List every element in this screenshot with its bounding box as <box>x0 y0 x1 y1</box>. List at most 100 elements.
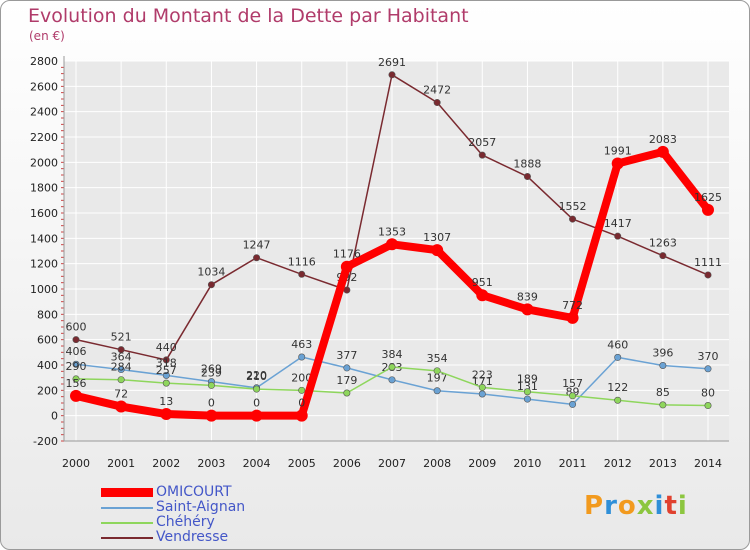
data-label: 839 <box>517 290 538 303</box>
data-point <box>207 381 215 389</box>
data-label: 290 <box>66 360 87 373</box>
data-label: 220 <box>246 369 267 382</box>
data-point <box>117 366 125 374</box>
data-label: 223 <box>472 368 493 381</box>
data-point <box>250 409 263 422</box>
data-label: 364 <box>111 351 132 364</box>
data-point <box>207 281 215 289</box>
data-point <box>431 244 444 257</box>
x-tick-label: 2002 <box>152 457 180 470</box>
data-label: 1116 <box>288 255 316 268</box>
chart-unit-label: (en €) <box>29 29 65 43</box>
logo-letter: t <box>664 491 678 521</box>
data-point <box>614 396 622 404</box>
data-point <box>253 385 261 393</box>
y-tick-label: 1600 <box>30 207 58 220</box>
data-label: 284 <box>111 361 132 374</box>
data-label: 1111 <box>694 256 722 269</box>
data-point <box>162 371 170 379</box>
data-label: 2057 <box>468 136 496 149</box>
x-tick-label: 2014 <box>694 457 722 470</box>
data-label: 377 <box>336 349 357 362</box>
data-label: 189 <box>517 373 538 386</box>
data-label: 1307 <box>423 231 451 244</box>
y-tick-label: 2000 <box>30 156 58 169</box>
data-point <box>478 390 486 398</box>
data-point <box>72 375 80 383</box>
data-point <box>162 356 170 364</box>
data-point <box>343 389 351 397</box>
chart-title: Evolution du Montant de la Dette par Hab… <box>28 5 469 27</box>
legend-label: Vendresse <box>156 529 229 545</box>
logo-letter: o <box>617 491 637 521</box>
y-tick-label: 200 <box>37 384 58 397</box>
legend-label: Chéhéry <box>156 514 215 530</box>
data-label: 72 <box>114 388 128 401</box>
data-label: 1625 <box>694 191 722 204</box>
data-label: 1247 <box>243 239 271 252</box>
data-label: 354 <box>427 352 448 365</box>
x-tick-label: 2011 <box>559 457 587 470</box>
data-label: 157 <box>562 377 583 390</box>
data-point <box>433 99 441 107</box>
y-tick-label: 2400 <box>30 106 58 119</box>
data-label: 463 <box>291 338 312 351</box>
data-point <box>115 400 128 413</box>
data-point <box>160 408 173 421</box>
data-label: 951 <box>472 276 493 289</box>
logo-letter: i <box>654 491 665 521</box>
data-label: 406 <box>66 345 87 358</box>
legend-label: OMICOURT <box>156 484 232 500</box>
y-tick-label: 0 <box>51 410 58 423</box>
x-tick-label: 2006 <box>333 457 361 470</box>
data-point <box>702 203 714 216</box>
data-label: 179 <box>336 374 357 387</box>
series-ch-h-ry: 290 284 257 239 210 200 179 384 354 223 189 157 122 8… <box>66 348 715 410</box>
data-point <box>659 252 667 260</box>
x-tick-label: 2010 <box>513 457 541 470</box>
data-point <box>343 364 351 372</box>
data-label: 2083 <box>649 133 677 146</box>
x-tick-label: 2004 <box>243 457 271 470</box>
x-tick-label: 2003 <box>197 457 225 470</box>
x-tick-label: 2008 <box>423 457 451 470</box>
logo-letter: x <box>636 491 655 521</box>
data-label: 2472 <box>423 84 451 97</box>
data-point <box>72 360 80 368</box>
data-label: 460 <box>607 338 628 351</box>
x-tick-label: 2001 <box>107 457 135 470</box>
y-tick-label: 2600 <box>30 80 58 93</box>
data-label: 257 <box>156 364 177 377</box>
data-point <box>569 392 577 400</box>
data-point <box>433 387 441 395</box>
data-point <box>523 395 531 403</box>
data-label: 318 <box>156 356 177 369</box>
data-point <box>569 215 577 223</box>
series-omicourt: 156 72 13 0 0 0 1176 1353 1307 951 839 772 1991 2083 1… <box>66 133 722 422</box>
y-tick-label: 400 <box>37 359 58 372</box>
data-label: 210 <box>246 370 267 383</box>
data-point <box>386 238 398 251</box>
x-tick-label: 2000 <box>62 457 90 470</box>
data-point <box>388 376 396 384</box>
data-label: 269 <box>201 363 222 376</box>
data-label: 131 <box>517 380 538 393</box>
data-point <box>340 260 353 273</box>
data-label: 85 <box>656 386 670 399</box>
data-label: 1034 <box>197 266 225 279</box>
data-label: 440 <box>156 341 177 354</box>
data-point <box>253 254 261 262</box>
legend-swatch <box>101 522 153 524</box>
data-point <box>614 232 622 240</box>
data-label: 772 <box>562 299 583 312</box>
data-point <box>388 363 396 371</box>
data-label: 2691 <box>378 56 406 69</box>
y-tick-label: 1200 <box>30 258 58 271</box>
data-point <box>117 376 125 384</box>
data-point <box>704 271 712 279</box>
data-point <box>478 383 486 391</box>
data-point <box>298 353 306 361</box>
data-label: 122 <box>607 381 628 394</box>
data-label: 1552 <box>559 200 587 213</box>
